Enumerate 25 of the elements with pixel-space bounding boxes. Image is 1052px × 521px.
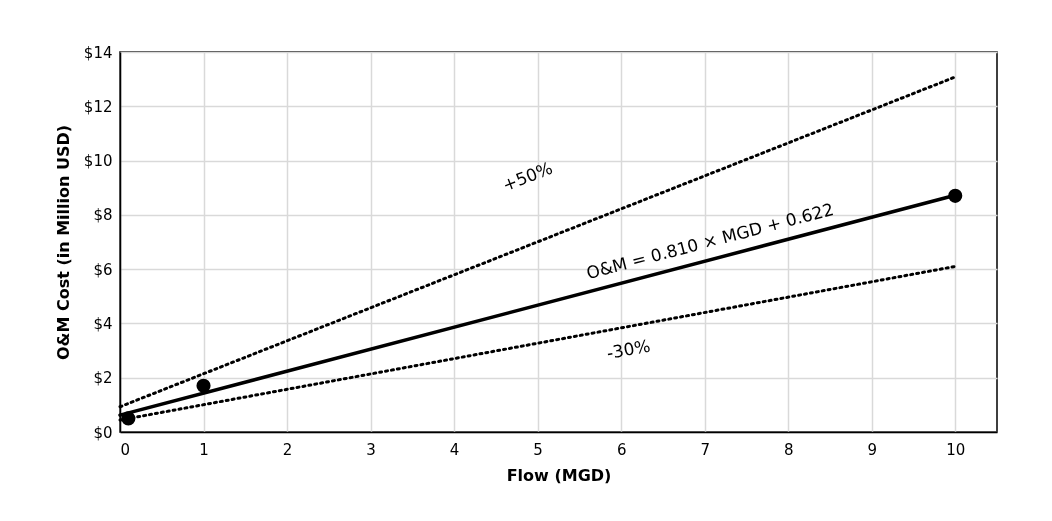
y-tick-label: $2 [93,369,113,388]
y-tick-label: $6 [93,260,113,279]
y-tick-label: $8 [93,206,113,225]
x-tick-label: 4 [449,440,460,459]
y-tick-label: $0 [93,423,113,442]
x-tick-label: 1 [199,440,209,459]
x-tick-label: 6 [616,440,627,459]
annotation: +50% [499,157,556,196]
x-tick-label: 3 [366,440,376,459]
y-tick-label: $14 [83,43,113,62]
y-axis-title: O&M Cost (in Million USD) [53,124,73,361]
x-tick-label: 0 [120,440,131,459]
x-tick-label: 9 [867,440,877,459]
x-tick-label: 7 [700,440,710,459]
y-tick-label: $12 [83,97,113,116]
x-tick-label: 5 [533,440,543,459]
x-tick-label: 8 [783,440,794,459]
x-axis-title: Flow (MGD) [506,465,612,485]
x-tick-label: 10 [946,440,966,459]
y-tick-label: $4 [93,314,113,333]
x-tick-label: 2 [282,440,293,459]
annotation: O&M = 0.810 × MGD + 0.622 [584,199,836,284]
y-tick-label: $10 [83,152,113,171]
point [196,378,211,393]
annotation: -30% [605,335,652,364]
